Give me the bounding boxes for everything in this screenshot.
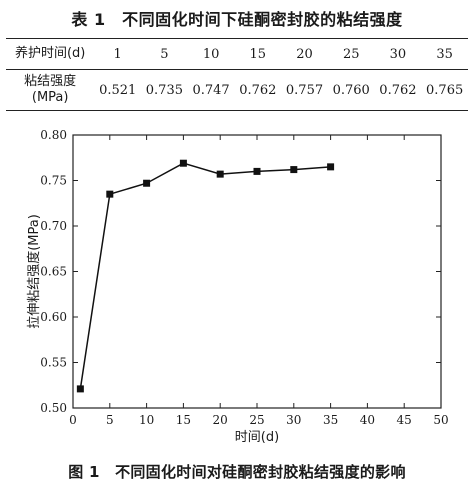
day-cell: 5 xyxy=(141,38,188,70)
curing-time-row: 养护时间(d) 1 5 10 15 20 25 30 35 xyxy=(6,38,468,70)
bond-strength-header-line2: (MPa) xyxy=(31,90,69,105)
y-tick-label: 0.50 xyxy=(40,401,67,415)
strength-cell: 0.762 xyxy=(374,69,422,111)
day-cell: 1 xyxy=(94,38,142,70)
strength-cell: 0.757 xyxy=(281,69,328,111)
y-tick-label: 0.65 xyxy=(40,265,67,279)
day-cell: 30 xyxy=(374,38,422,70)
strength-cell: 0.762 xyxy=(234,69,282,111)
y-tick-label: 0.80 xyxy=(40,128,67,142)
strength-cell: 0.765 xyxy=(421,69,468,111)
curing-time-header: 养护时间(d) xyxy=(6,38,95,70)
y-tick-label: 0.75 xyxy=(40,174,67,188)
data-point-marker xyxy=(290,166,298,174)
x-tick-label: 15 xyxy=(176,413,191,427)
x-tick-label: 25 xyxy=(249,413,264,427)
x-axis-title: 时间(d) xyxy=(235,430,279,445)
strength-cell: 0.735 xyxy=(141,69,188,111)
series-line xyxy=(79,162,331,390)
data-point-marker xyxy=(76,385,84,393)
day-cell: 15 xyxy=(234,38,282,70)
bond-strength-table: 养护时间(d) 1 5 10 15 20 25 30 35 粘结强度 (MPa)… xyxy=(6,38,468,111)
day-cell: 10 xyxy=(187,38,235,70)
bond-strength-header: 粘结强度 (MPa) xyxy=(6,69,95,111)
x-tick-label: 20 xyxy=(213,413,228,427)
strength-cell: 0.521 xyxy=(94,69,142,111)
data-point-marker xyxy=(106,190,114,198)
x-tick-label: 45 xyxy=(397,413,412,427)
data-point-marker xyxy=(253,167,261,175)
bond-strength-header-line1: 粘结强度 xyxy=(24,74,77,89)
y-tick-label: 0.70 xyxy=(40,219,67,233)
data-point-marker xyxy=(327,163,335,171)
x-tick-label: 5 xyxy=(106,413,114,427)
x-tick-label: 40 xyxy=(360,413,375,427)
y-axis-title: 拉伸粘结强度(MPa) xyxy=(26,214,42,329)
y-tick-label: 0.55 xyxy=(40,356,67,370)
day-cell: 25 xyxy=(327,38,375,70)
data-point-marker xyxy=(143,179,151,187)
bond-strength-row: 粘结强度 (MPa) 0.521 0.735 0.747 0.762 0.757… xyxy=(6,69,468,111)
y-tick-label: 0.60 xyxy=(40,310,67,324)
x-tick-label: 10 xyxy=(139,413,154,427)
plot-frame xyxy=(72,134,442,409)
day-cell: 20 xyxy=(281,38,328,70)
data-point-marker xyxy=(179,159,187,167)
bond-strength-chart: 0 5 10 15 20 25 30 35 40 45 50 0.50 0.55 0.60 0.65 0.70… xyxy=(26,128,449,445)
figure-caption: 图 1 不同固化时间对硅酮密封胶粘结强度的影响 xyxy=(68,463,406,481)
x-tick-label: 0 xyxy=(69,413,77,427)
data-point-marker xyxy=(216,170,224,178)
strength-cell: 0.747 xyxy=(187,69,235,111)
x-tick-label: 50 xyxy=(433,413,448,427)
strength-cell: 0.760 xyxy=(327,69,375,111)
day-cell: 35 xyxy=(421,38,468,70)
x-tick-label: 35 xyxy=(323,413,338,427)
x-tick-label: 30 xyxy=(286,413,301,427)
table-title: 表 1 不同固化时间下硅酮密封胶的粘结强度 xyxy=(71,10,403,29)
